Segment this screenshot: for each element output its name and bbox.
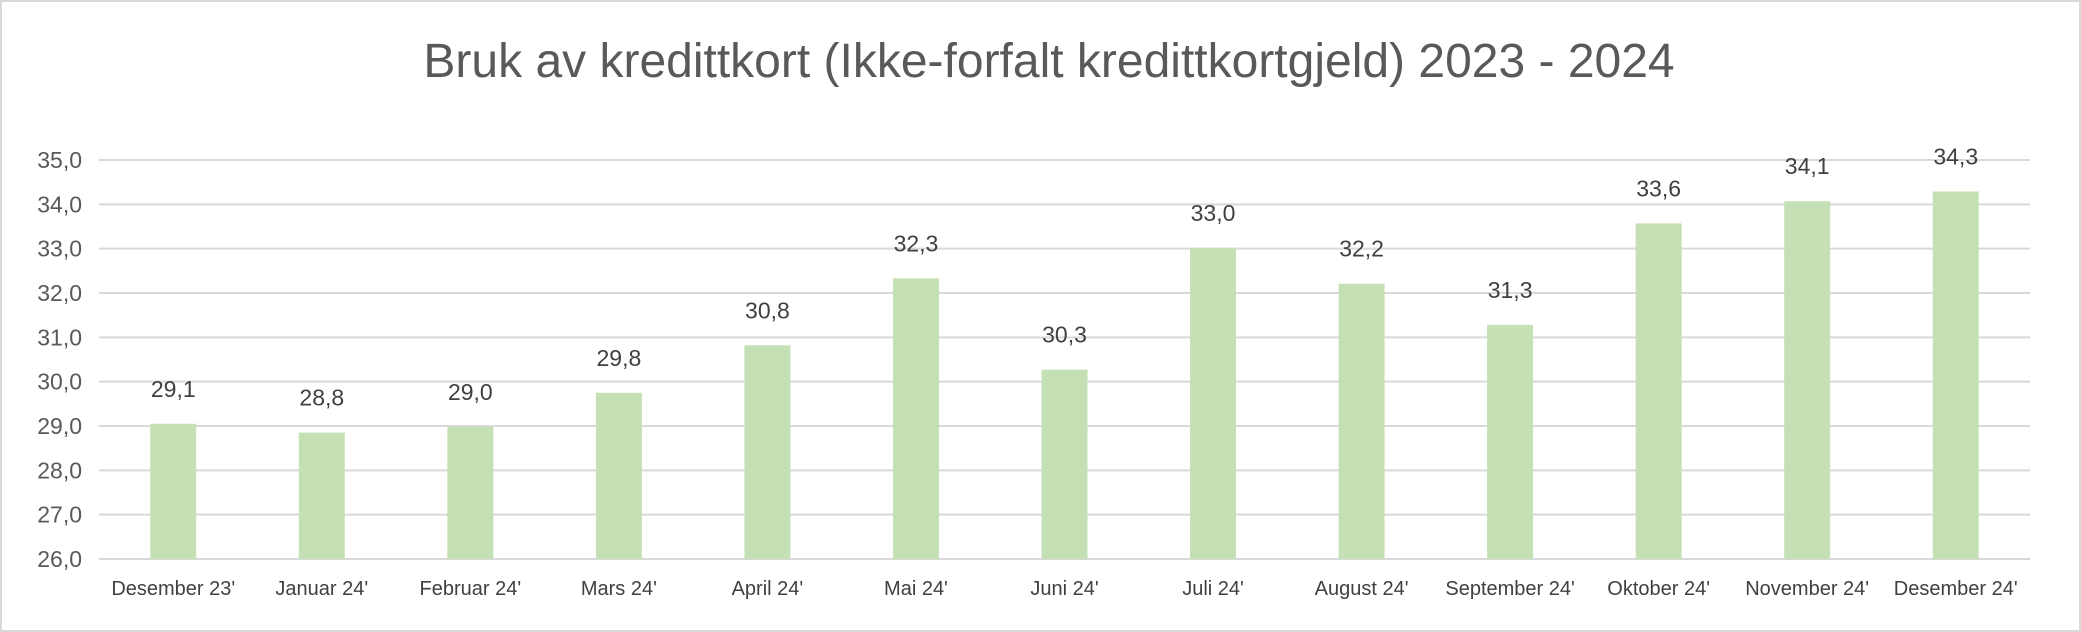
y-tick-label: 31,0 <box>37 324 82 350</box>
bar <box>892 278 939 559</box>
bar <box>1190 247 1237 559</box>
data-label: 32,2 <box>1339 236 1384 262</box>
data-label: 31,3 <box>1488 277 1533 303</box>
data-label: 33,0 <box>1191 200 1236 226</box>
y-tick-label: 33,0 <box>37 236 82 262</box>
y-tick-label: 30,0 <box>37 369 82 395</box>
y-tick-label: 26,0 <box>37 546 82 572</box>
x-axis-ticks: Desember 23' Januar 24' Februar 24' Mars 24… <box>111 578 2017 600</box>
data-label: 34,1 <box>1785 153 1830 179</box>
bar <box>447 426 494 559</box>
bar <box>298 432 345 559</box>
data-label: 28,8 <box>299 385 344 411</box>
chart-title: Bruk av kredittkort (Ikke-forfalt kredit… <box>423 35 1674 88</box>
bar <box>1635 223 1682 559</box>
bar <box>744 345 791 559</box>
data-label: 33,6 <box>1636 175 1681 201</box>
data-labels: 29,1 28,8 29,0 29,8 30,8 32,3 30,3 33,0 32,2 31,3… <box>151 143 1978 410</box>
x-tick-label: August 24' <box>1315 578 1409 600</box>
data-label: 30,8 <box>745 297 790 323</box>
y-tick-label: 28,0 <box>37 457 82 483</box>
bar <box>1784 201 1831 560</box>
x-tick-label: Februar 24' <box>420 578 522 600</box>
y-tick-label: 29,0 <box>37 413 82 439</box>
x-tick-label: Desember 24' <box>1894 578 2018 600</box>
data-label: 29,8 <box>597 345 642 371</box>
x-tick-label: Mai 24' <box>884 578 948 600</box>
bar <box>1487 324 1534 559</box>
bar <box>1932 191 1979 559</box>
y-tick-label: 32,0 <box>37 280 82 306</box>
bar <box>150 423 197 559</box>
y-tick-label: 35,0 <box>37 147 82 173</box>
data-label: 29,0 <box>448 379 493 405</box>
x-tick-label: November 24' <box>1745 578 1869 600</box>
bar <box>1338 283 1385 559</box>
y-tick-label: 34,0 <box>37 191 82 217</box>
bars <box>150 191 1979 560</box>
x-tick-label: Desember 23' <box>111 578 235 600</box>
y-axis-ticks: 26,0 27,0 28,0 29,0 30,0 31,0 32,0 33,0 34,0 35,0 <box>37 147 82 572</box>
x-tick-label: Juni 24' <box>1030 578 1098 600</box>
data-label: 32,3 <box>894 230 939 256</box>
bar <box>1041 369 1088 559</box>
x-tick-label: September 24' <box>1445 578 1574 600</box>
data-label: 30,3 <box>1042 322 1087 348</box>
x-tick-label: Mars 24' <box>581 578 657 600</box>
x-tick-label: Januar 24' <box>275 578 368 600</box>
bar <box>595 392 642 559</box>
y-tick-label: 27,0 <box>37 502 82 528</box>
x-tick-label: Oktober 24' <box>1607 578 1710 600</box>
data-label: 29,1 <box>151 376 196 402</box>
x-tick-label: April 24' <box>732 578 804 600</box>
x-tick-label: Juli 24' <box>1182 578 1244 600</box>
data-label: 34,3 <box>1933 143 1978 169</box>
